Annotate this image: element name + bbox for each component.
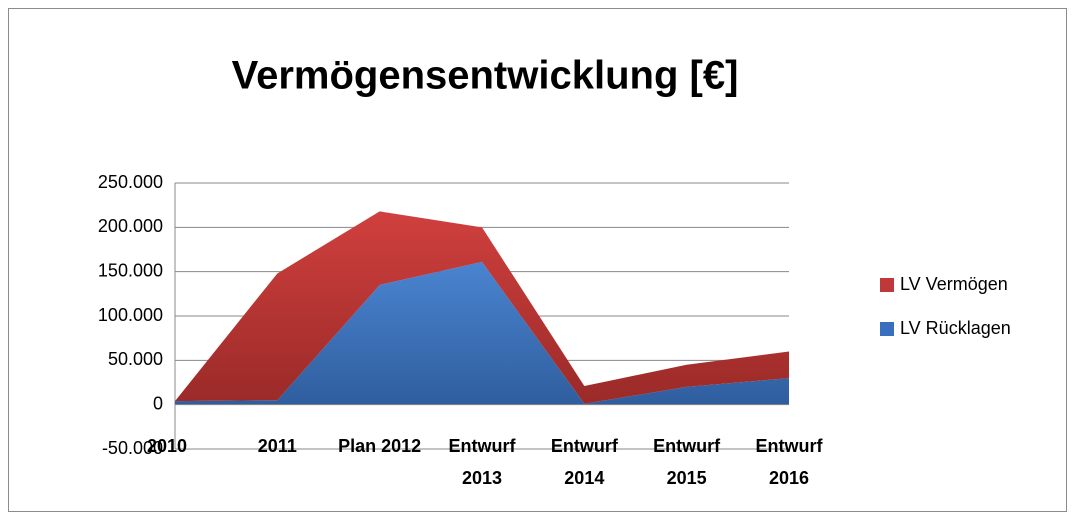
legend-label: LV Vermögen	[900, 274, 1008, 294]
y-tick-label: 250.000	[98, 172, 163, 192]
x-tick-label: Entwurf 2014	[550, 436, 618, 488]
area	[175, 261, 789, 405]
x-tick-label: 2010	[146, 436, 188, 456]
legend-label: LV Rücklagen	[900, 318, 1011, 338]
y-tick-label: 0	[153, 393, 163, 413]
chart-title: Vermögensentwicklung [€]	[232, 54, 739, 98]
x-tick-label: Entwurf 2013	[448, 436, 516, 488]
legend-swatch	[880, 322, 894, 336]
y-tick-label: -50.000	[102, 438, 163, 458]
y-tick-label: 200.000	[98, 216, 163, 236]
x-tick-label: Entwurf 2016	[755, 436, 823, 488]
legend-swatch	[880, 278, 894, 292]
y-tick-label: 50.000	[108, 349, 163, 369]
x-tick-label: Plan 2012	[338, 436, 422, 456]
chart-border	[8, 8, 1067, 512]
x-tick-label: 2011	[257, 436, 297, 456]
y-tick-label: 100.000	[98, 305, 163, 325]
area	[175, 211, 789, 404]
y-tick-label: 150.000	[98, 260, 163, 280]
x-tick-label: Entwurf 2015	[653, 436, 721, 488]
